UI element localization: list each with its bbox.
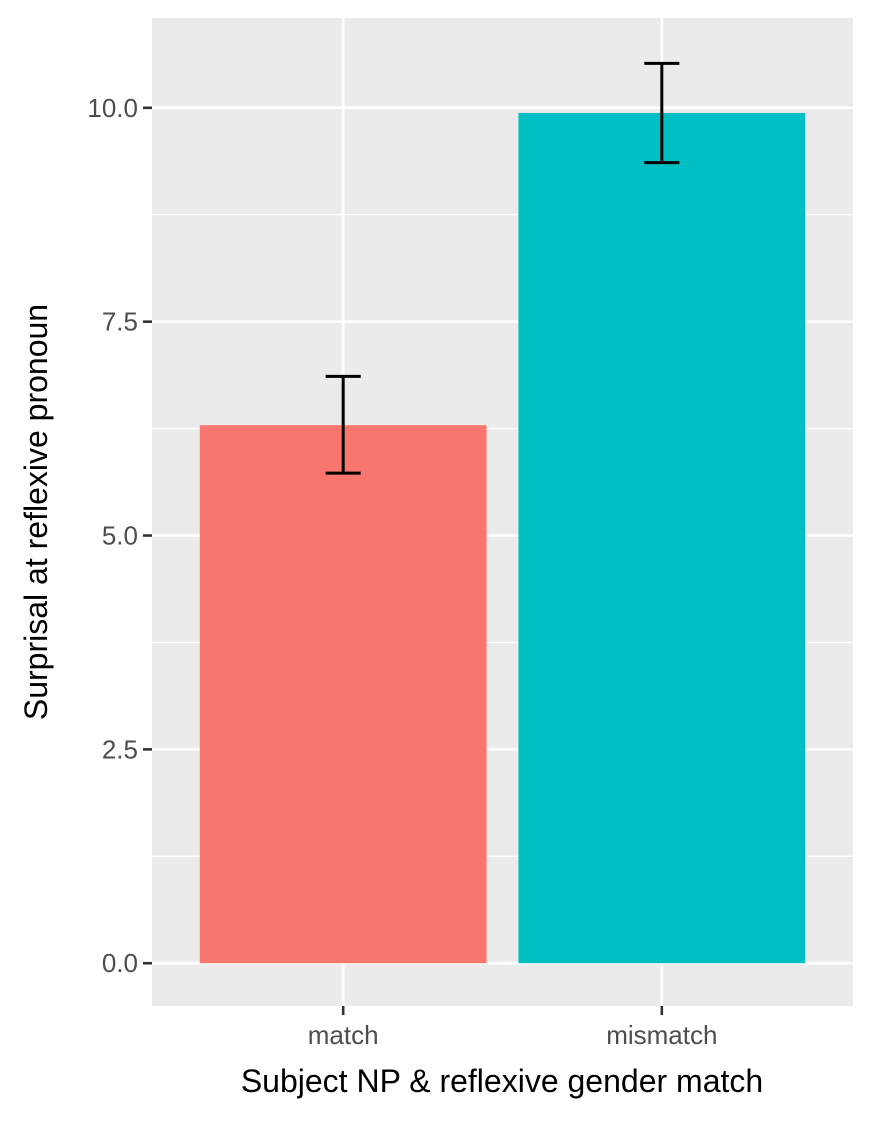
bars <box>199 112 806 964</box>
bar-match <box>199 425 487 964</box>
error-bar-mismatch <box>644 61 680 165</box>
error-bar-match <box>325 374 361 475</box>
y-tick-label: 7.5 <box>102 307 138 337</box>
x-tick-label: mismatch <box>606 1020 717 1050</box>
axes: 0.0 2.5 5.0 7.5 10.0 match mismatch <box>87 93 717 1050</box>
y-tick-label: 10.0 <box>87 93 138 123</box>
y-tick-label: 0.0 <box>102 948 138 978</box>
error-bars <box>325 61 680 475</box>
y-axis-title: Surprisal at reflexive pronoun <box>18 304 54 720</box>
x-axis-title: Subject NP & reflexive gender match <box>241 1063 763 1099</box>
y-tick-label: 2.5 <box>102 734 138 764</box>
x-tick-label: match <box>308 1020 379 1050</box>
bar-mismatch <box>518 112 806 964</box>
y-tick-label: 5.0 <box>102 521 138 551</box>
